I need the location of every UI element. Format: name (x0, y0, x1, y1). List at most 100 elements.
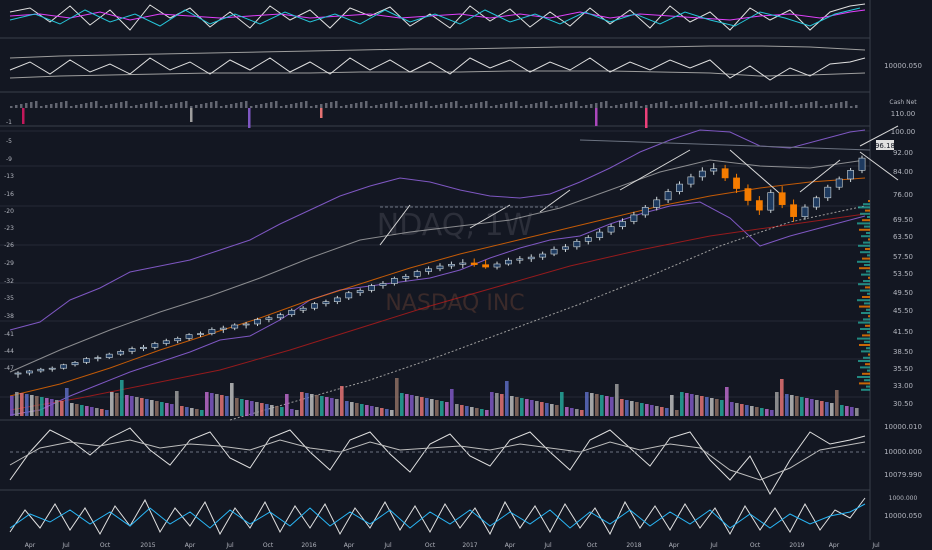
candle-body (527, 256, 535, 260)
volume-bar (690, 394, 694, 416)
histogram-bar (655, 103, 658, 108)
histogram-bar (480, 102, 483, 108)
volume-bar (480, 409, 484, 416)
candle (493, 261, 501, 270)
histogram-bar (680, 104, 683, 108)
histogram-bar (175, 103, 178, 108)
histogram-bar (290, 104, 293, 108)
volume-bar (60, 401, 64, 416)
histogram-bar (345, 105, 348, 108)
volume-profile-bar (863, 318, 870, 321)
histogram-bar (245, 101, 248, 108)
histogram-bar (325, 103, 328, 108)
volume-bar (520, 398, 524, 416)
watermark-symbol: NDAQ, 1W (377, 208, 533, 243)
candle (71, 361, 79, 367)
candle-body (231, 324, 239, 329)
volume-bar (445, 402, 449, 416)
histogram-bar (115, 103, 118, 108)
volume-bar (560, 392, 564, 416)
candle (219, 325, 227, 333)
volume-profile-bar (866, 232, 870, 234)
histogram-bar (240, 102, 243, 108)
candle (755, 196, 763, 215)
volume-bar (250, 401, 254, 416)
volume-bar (420, 397, 424, 416)
candle (653, 196, 661, 211)
volume-bar (640, 403, 644, 416)
price-axis-label: 45.50 (893, 307, 913, 315)
candle-body (356, 290, 364, 294)
histogram-bar (720, 102, 723, 108)
candle-body (459, 262, 467, 265)
volume-profile-bar (867, 254, 870, 257)
candle (83, 357, 90, 365)
volume-profile-bar (857, 337, 870, 340)
candle (413, 269, 421, 279)
candle-body (584, 237, 592, 242)
osc1-line-c (9, 7, 861, 27)
histogram-bar (530, 104, 533, 108)
volume-bar (150, 400, 154, 416)
histogram-bar (585, 105, 588, 108)
volume-bar (855, 408, 859, 416)
volume-profile-bar (862, 296, 870, 298)
histogram-bar (275, 101, 278, 108)
left-axis-label: -5 (6, 138, 12, 145)
volume-profile-bar (868, 238, 870, 241)
left-axis-label: -47 (4, 365, 14, 372)
grid (0, 130, 870, 398)
candle-body (505, 259, 512, 265)
volume-bar (675, 410, 679, 416)
volume-bar (825, 402, 829, 416)
volume-bar (345, 401, 349, 416)
candle-body (470, 262, 478, 265)
histogram-bar (205, 103, 208, 108)
time-axis-label: 2015 (140, 542, 155, 549)
histogram-bars (10, 101, 858, 128)
histogram-bar (305, 101, 308, 108)
histogram-bar (430, 106, 433, 108)
candle-body (14, 372, 22, 375)
candle-body (299, 307, 307, 311)
candle-body (379, 283, 387, 286)
candle-body (619, 221, 626, 227)
left-axis-label: -44 (4, 348, 14, 355)
volume-bar (140, 398, 144, 416)
time-axis-label: Apr (344, 542, 355, 549)
candle (505, 257, 512, 266)
volume-bar (660, 407, 664, 416)
candle-body (721, 168, 729, 179)
histogram-bar (725, 101, 728, 108)
candle (14, 371, 22, 378)
candle-body (516, 258, 524, 261)
left-axis-label: -20 (4, 208, 14, 215)
volume-bar (670, 395, 674, 416)
candle (516, 256, 524, 264)
histogram-bar (610, 106, 613, 108)
volume-bar (515, 397, 519, 416)
volume-bar (750, 406, 754, 416)
volume-bar (275, 406, 279, 416)
price-axis-label: 30.50 (893, 400, 913, 408)
histogram-panel: Cash Net 110.00 (10, 99, 917, 128)
histogram-bar (805, 103, 808, 108)
volume-bar (380, 408, 384, 416)
volume-profile-bar (859, 267, 870, 270)
time-axis-label: Jul (871, 542, 880, 549)
histogram-bar (420, 102, 423, 108)
volume-profile-bar (867, 216, 870, 218)
volume-bar (555, 405, 559, 416)
histogram-bar (295, 103, 298, 108)
histogram-bar (570, 102, 573, 108)
osc2-value-label: 10000.050 (884, 62, 922, 70)
osc2-line (9, 57, 866, 81)
histogram-bar (65, 101, 68, 108)
ma-dotted (229, 205, 866, 421)
histogram-bar (600, 102, 603, 108)
candle-body (755, 200, 763, 211)
volume-profile-bar (867, 331, 870, 334)
candle (835, 176, 843, 190)
price-axis-label: 57.50 (893, 253, 913, 261)
histogram-bar (830, 104, 833, 108)
